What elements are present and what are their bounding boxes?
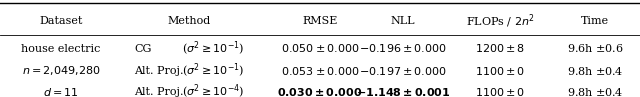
Text: Method: Method <box>167 16 211 26</box>
Text: $0.050 \pm 0.000$: $0.050 \pm 0.000$ <box>281 42 359 55</box>
Text: $1200 \pm 8$: $1200 \pm 8$ <box>476 42 525 55</box>
Text: RMSE: RMSE <box>302 16 338 26</box>
Text: house electric: house electric <box>21 43 100 54</box>
Text: $1100 \pm 0$: $1100 \pm 0$ <box>476 65 525 77</box>
Text: $0.053 \pm 0.000$: $0.053 \pm 0.000$ <box>281 65 359 77</box>
Text: Dataset: Dataset <box>39 16 83 26</box>
Text: ($\sigma^2 \geq 10^{-1}$): ($\sigma^2 \geq 10^{-1}$) <box>182 39 244 58</box>
Text: 9.8h $\pm$0.4: 9.8h $\pm$0.4 <box>567 65 623 77</box>
Text: CG: CG <box>134 43 152 54</box>
Text: $\mathbf{0.030 \pm 0.000}$: $\mathbf{0.030 \pm 0.000}$ <box>277 86 363 97</box>
Text: Time: Time <box>581 16 609 26</box>
Text: $-0.197 \pm 0.000$: $-0.197 \pm 0.000$ <box>359 65 447 77</box>
Text: $n = 2{,}049{,}280$: $n = 2{,}049{,}280$ <box>22 64 100 77</box>
Text: Alt. Proj.: Alt. Proj. <box>134 87 184 97</box>
Text: NLL: NLL <box>391 16 415 26</box>
Text: $\mathbf{-1.148 \pm 0.001}$: $\mathbf{-1.148 \pm 0.001}$ <box>356 86 451 97</box>
Text: 9.8h $\pm$0.4: 9.8h $\pm$0.4 <box>567 86 623 97</box>
Text: $-0.196 \pm 0.000$: $-0.196 \pm 0.000$ <box>359 42 447 55</box>
Text: FLOPs / $2n^2$: FLOPs / $2n^2$ <box>466 13 535 30</box>
Text: $1100 \pm 0$: $1100 \pm 0$ <box>476 86 525 97</box>
Text: ($\sigma^2 \geq 10^{-4}$): ($\sigma^2 \geq 10^{-4}$) <box>182 83 244 97</box>
Text: 9.6h $\pm$0.6: 9.6h $\pm$0.6 <box>567 42 623 55</box>
Text: Alt. Proj.: Alt. Proj. <box>134 66 184 76</box>
Text: $d = 11$: $d = 11$ <box>43 86 79 97</box>
Text: ($\sigma^2 \geq 10^{-1}$): ($\sigma^2 \geq 10^{-1}$) <box>182 62 244 80</box>
